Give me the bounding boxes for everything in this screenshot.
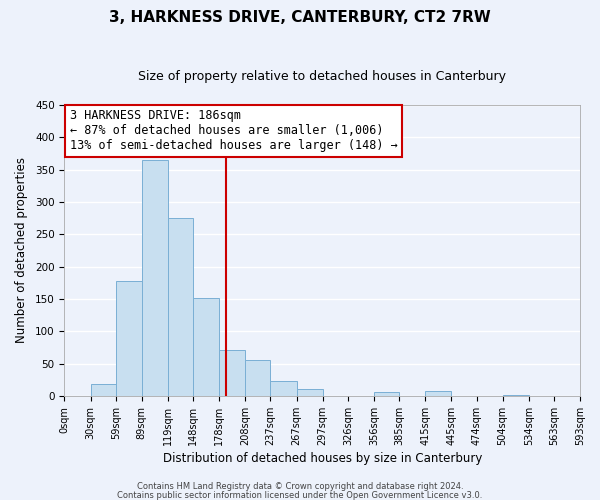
- Bar: [425, 391, 451, 396]
- Text: Contains HM Land Registry data © Crown copyright and database right 2024.: Contains HM Land Registry data © Crown c…: [137, 482, 463, 491]
- Y-axis label: Number of detached properties: Number of detached properties: [15, 158, 28, 344]
- Bar: [296, 390, 323, 396]
- Text: 3, HARKNESS DRIVE, CANTERBURY, CT2 7RW: 3, HARKNESS DRIVE, CANTERBURY, CT2 7RW: [109, 10, 491, 25]
- Bar: [193, 298, 219, 396]
- X-axis label: Distribution of detached houses by size in Canterbury: Distribution of detached houses by size …: [163, 452, 482, 465]
- Bar: [142, 160, 168, 396]
- Bar: [271, 381, 296, 396]
- Bar: [91, 384, 116, 396]
- Title: Size of property relative to detached houses in Canterbury: Size of property relative to detached ho…: [138, 70, 506, 83]
- Bar: [374, 392, 399, 396]
- Bar: [245, 360, 271, 396]
- Text: Contains public sector information licensed under the Open Government Licence v3: Contains public sector information licen…: [118, 490, 482, 500]
- Bar: [219, 350, 245, 396]
- Text: 3 HARKNESS DRIVE: 186sqm
← 87% of detached houses are smaller (1,006)
13% of sem: 3 HARKNESS DRIVE: 186sqm ← 87% of detach…: [70, 110, 397, 152]
- Bar: [116, 281, 142, 396]
- Bar: [168, 218, 193, 396]
